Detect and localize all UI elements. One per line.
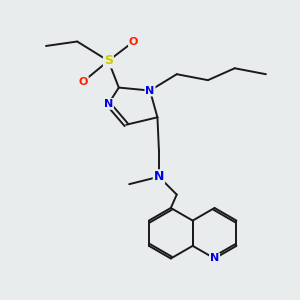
Text: O: O (78, 76, 88, 87)
Text: N: N (210, 254, 219, 263)
Text: O: O (129, 37, 138, 46)
Text: N: N (104, 99, 113, 109)
Text: N: N (154, 170, 164, 183)
Text: N: N (146, 85, 154, 96)
Text: S: S (104, 54, 113, 67)
